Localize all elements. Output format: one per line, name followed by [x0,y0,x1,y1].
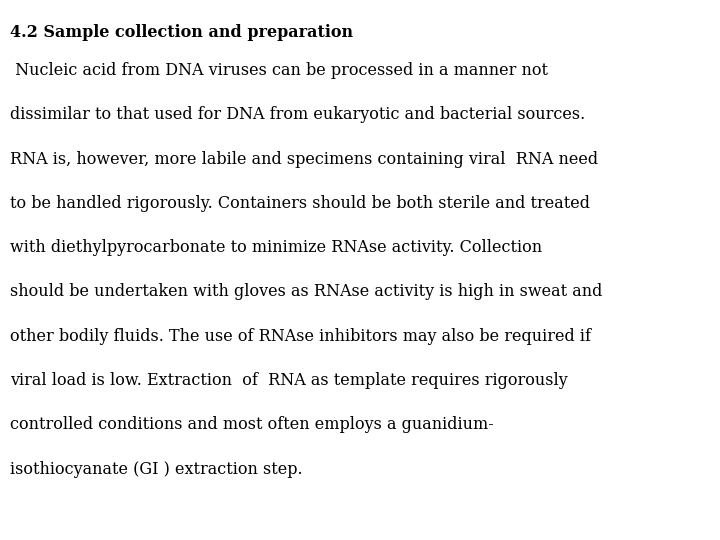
Text: Nucleic acid from DNA viruses can be processed in a manner not: Nucleic acid from DNA viruses can be pro… [10,62,548,79]
Text: controlled conditions and most often employs a guanidium-: controlled conditions and most often emp… [10,416,494,433]
Text: with diethylpyrocarbonate to minimize RNAse activity. Collection: with diethylpyrocarbonate to minimize RN… [10,239,542,256]
Text: should be undertaken with gloves as RNAse activity is high in sweat and: should be undertaken with gloves as RNAs… [10,284,603,300]
Text: isothiocyanate (GI ) extraction step.: isothiocyanate (GI ) extraction step. [10,461,302,477]
Text: viral load is low. Extraction  of  RNA as template requires rigorously: viral load is low. Extraction of RNA as … [10,372,568,389]
Text: RNA is, however, more labile and specimens containing viral  RNA need: RNA is, however, more labile and specime… [10,151,598,167]
Text: other bodily fluids. The use of RNAse inhibitors may also be required if: other bodily fluids. The use of RNAse in… [10,328,591,345]
Text: dissimilar to that used for DNA from eukaryotic and bacterial sources.: dissimilar to that used for DNA from euk… [10,106,585,123]
Text: to be handled rigorously. Containers should be both sterile and treated: to be handled rigorously. Containers sho… [10,195,590,212]
Text: 4.2 Sample collection and preparation: 4.2 Sample collection and preparation [10,24,354,41]
